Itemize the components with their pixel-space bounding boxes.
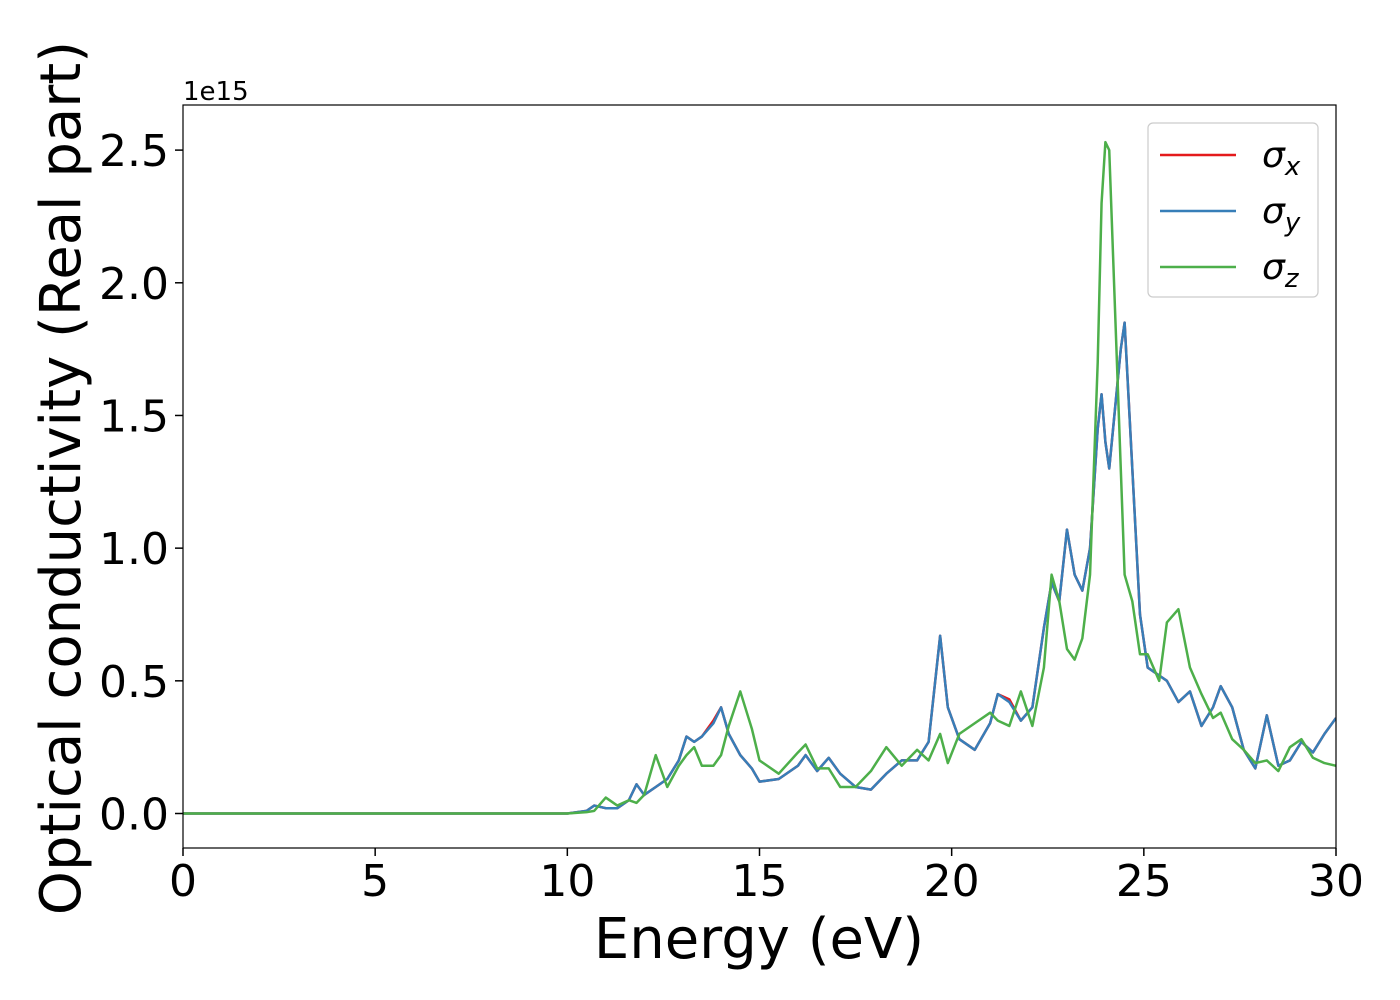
x-tick-label: 10: [539, 856, 595, 907]
x-tick-label: 0: [169, 856, 197, 907]
series-line: [183, 140, 1336, 815]
y-offset-label: 1e15: [183, 77, 249, 107]
y-axis-label: Optical conductivity (Real part): [29, 41, 94, 915]
series-line: [183, 321, 1336, 815]
legend-label: σx: [1262, 135, 1301, 182]
legend-label: σz: [1262, 247, 1300, 294]
y-tick-label: 2.0: [99, 259, 169, 310]
y-tick-label: 1.0: [99, 524, 169, 575]
x-tick-label: 15: [732, 856, 788, 907]
x-tick-label: 5: [361, 856, 389, 907]
x-tick-label: 25: [1116, 856, 1172, 907]
plot-frame: [182, 104, 1337, 849]
x-tick-label: 20: [924, 856, 980, 907]
y-tick-label: 1.5: [99, 391, 169, 442]
x-tick-label: 30: [1308, 856, 1364, 907]
series-line: [183, 321, 1336, 815]
legend-label: σy: [1262, 191, 1301, 238]
y-tick-label: 2.5: [99, 126, 169, 177]
x-axis-label: Energy (eV): [594, 907, 924, 972]
y-tick-label: 0.5: [99, 657, 169, 708]
y-tick-label: 0.0: [99, 790, 169, 841]
